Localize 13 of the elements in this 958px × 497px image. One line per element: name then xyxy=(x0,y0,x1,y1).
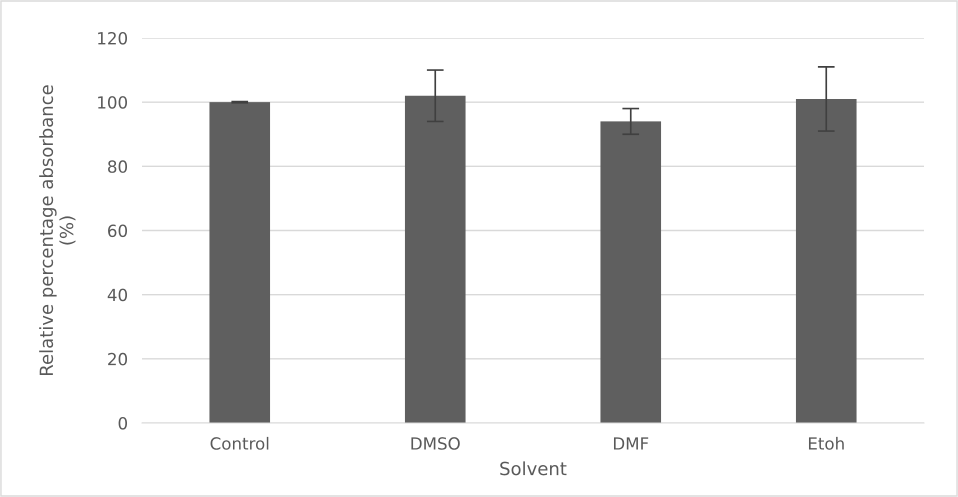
y-tick-label: 120 xyxy=(98,32,128,45)
x-tick-label: Control xyxy=(210,436,268,450)
x-tick-label: Etoh xyxy=(808,436,844,450)
y-tick-label: 20 xyxy=(108,352,128,366)
y-tick-label: 80 xyxy=(108,160,128,173)
y-tick-label: 60 xyxy=(108,224,128,238)
y-tick-label: 100 xyxy=(98,96,128,109)
y-axis-title: Relative percentage absorbance (%) xyxy=(39,85,76,375)
x-tick-label: DMSO xyxy=(411,437,460,450)
x-axis-title: Solvent xyxy=(500,461,566,476)
y-tick-label: 40 xyxy=(108,288,128,302)
y-tick-label: 0 xyxy=(118,416,128,430)
x-tick-label: DMF xyxy=(614,437,648,450)
